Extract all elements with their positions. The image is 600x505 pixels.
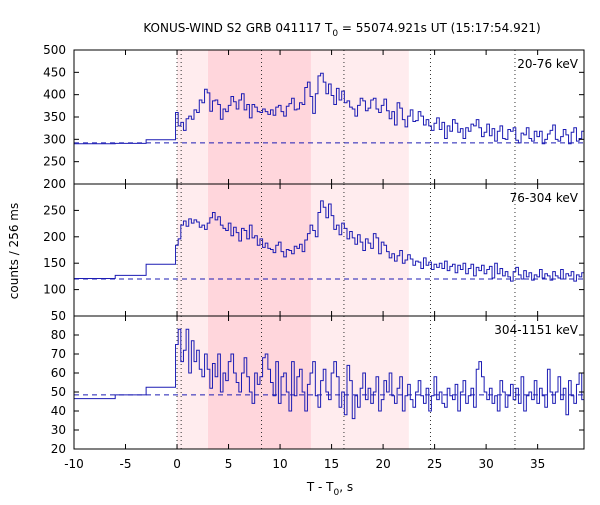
y-tick-label: 250: [43, 155, 66, 169]
interval-shading-2: [177, 50, 208, 184]
interval-shading-1: [207, 184, 311, 316]
panel-1: 200 250 300 350 400 450 500 20-76 keV: [43, 43, 585, 191]
y-tick-label: 200: [43, 230, 66, 244]
y-tick-label: 200: [43, 177, 66, 191]
chart-title-suffix: = 55074.921s UT (15:17:54.921): [338, 21, 541, 35]
y-tick-label: 500: [43, 43, 66, 57]
chart-title-prefix: KONUS-WIND S2 GRB 041117 T: [143, 21, 333, 35]
light-curve-series: [74, 200, 584, 282]
x-tick-label: -5: [120, 457, 132, 471]
y-tick-label: 250: [43, 203, 66, 217]
energy-band-label: 20-76 keV: [517, 57, 579, 71]
x-tick-label: 30: [478, 457, 493, 471]
energy-band-label: 304-1151 keV: [494, 323, 578, 337]
interval-shading-2: [177, 184, 208, 316]
light-curve-series: [74, 72, 584, 145]
y-tick-label: 150: [43, 256, 66, 270]
x-tick-label: 10: [272, 457, 287, 471]
y-tick-label: 30: [51, 423, 66, 437]
interval-shading-3: [310, 316, 409, 449]
x-tick-label: 25: [427, 457, 442, 471]
light-curve-series: [74, 328, 584, 420]
panel-2: 50 100 150 200 250 76-304 keV: [43, 183, 585, 323]
x-tick-label: 35: [530, 457, 545, 471]
y-axis-label: counts / 256 ms: [7, 203, 21, 299]
x-tick-label: 0: [173, 457, 181, 471]
chart-title-subscript: 0: [332, 29, 338, 39]
y-tick-label: 70: [51, 347, 66, 361]
interval-shading-1: [207, 50, 311, 184]
y-tick-label: 40: [51, 404, 66, 418]
interval-shading-2: [177, 316, 208, 449]
y-tick-label: 350: [43, 110, 66, 124]
y-tick-label: 300: [43, 132, 66, 146]
x-axis-label-prefix: T - T: [306, 480, 334, 494]
y-tick-label: 50: [51, 309, 66, 323]
energy-band-label: 76-304 keV: [510, 191, 579, 205]
y-tick-label: 20: [51, 442, 66, 456]
x-tick-label: 5: [225, 457, 233, 471]
y-tick-label: 450: [43, 65, 66, 79]
panel-3: 20 30 40 50 60 70 80 304-1151 keV: [51, 315, 585, 456]
x-tick-label: 15: [324, 457, 339, 471]
x-axis-label-suffix: , s: [339, 480, 353, 494]
x-axis-label: T - T0, s: [306, 480, 353, 498]
interval-shading-3: [310, 50, 409, 184]
x-tick-label: -10: [64, 457, 84, 471]
panel-frame: [73, 315, 585, 450]
y-tick-label: 60: [51, 366, 66, 380]
y-tick-label: 80: [51, 328, 66, 342]
y-tick-label: 100: [43, 283, 66, 297]
chart-title: KONUS-WIND S2 GRB 041117 T0 = 55074.921s…: [143, 21, 540, 39]
x-tick-label: 20: [375, 457, 390, 471]
x-axis-label-subscript: 0: [334, 488, 340, 498]
y-tick-label: 400: [43, 88, 66, 102]
interval-shading-3: [310, 184, 409, 316]
y-tick-label: 50: [51, 385, 66, 399]
